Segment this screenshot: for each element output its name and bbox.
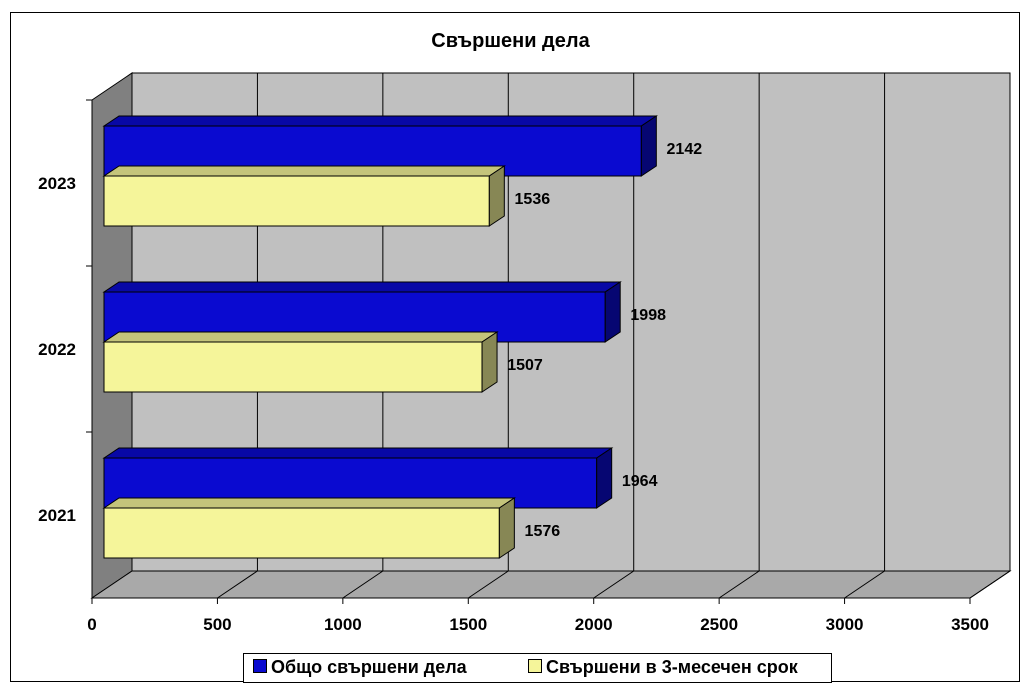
data-label: 1576 <box>525 523 561 540</box>
bar-side <box>640 115 657 177</box>
plot-floor <box>90 570 1012 599</box>
legend-swatch-3-month <box>528 659 542 674</box>
bar-front <box>103 341 483 393</box>
x-tick-label: 500 <box>203 615 231 634</box>
y-category-label: 2021 <box>38 506 76 525</box>
legend-entry-3-month: Свършени в 3-месечен срок <box>528 657 798 678</box>
chart-title: Свършени дела <box>431 30 590 52</box>
legend-swatch-total <box>253 659 267 674</box>
y-category-label: 2023 <box>38 174 76 193</box>
y-category-label: 2022 <box>38 340 76 359</box>
bar-side <box>481 331 498 393</box>
gridline-floor <box>718 570 760 599</box>
data-label: 1964 <box>622 473 658 490</box>
x-tick-label: 1000 <box>324 615 362 634</box>
x-tick-label: 2000 <box>575 615 613 634</box>
x-tick-label: 3000 <box>826 615 864 634</box>
bar-top <box>102 497 517 509</box>
x-tick-label: 3500 <box>951 615 989 634</box>
legend-label-total: Общо свършени дела <box>271 657 467 677</box>
legend: Общо свършени дела Свършени в 3-месечен … <box>243 653 832 683</box>
bar-side <box>596 447 613 509</box>
data-label: 1536 <box>515 191 551 208</box>
gridline-floor <box>844 570 885 599</box>
legend-entry-total: Общо свършени дела <box>253 657 467 678</box>
gridline-floor <box>468 570 509 599</box>
gridline-floor <box>217 570 258 599</box>
bar-side <box>498 497 515 559</box>
bar-top <box>102 447 614 459</box>
x-tick-label: 0 <box>87 615 96 634</box>
bar-front <box>103 175 490 227</box>
gridline-floor <box>593 570 634 599</box>
bar-front <box>103 507 500 559</box>
data-label: 2142 <box>667 141 703 158</box>
x-tick-label: 2500 <box>700 615 738 634</box>
bar-top <box>102 331 499 343</box>
bar-side <box>604 281 621 343</box>
bar-top <box>102 115 658 127</box>
bar-top <box>102 165 506 177</box>
gridline-floor <box>342 570 384 599</box>
data-label: 1998 <box>630 307 666 324</box>
x-tick-label: 1500 <box>449 615 487 634</box>
gridline-floor <box>969 570 1011 599</box>
bar-side <box>488 165 505 227</box>
bar-top <box>102 281 622 293</box>
legend-label-3-month: Свършени в 3-месечен срок <box>546 657 798 677</box>
data-label: 1507 <box>507 357 543 374</box>
